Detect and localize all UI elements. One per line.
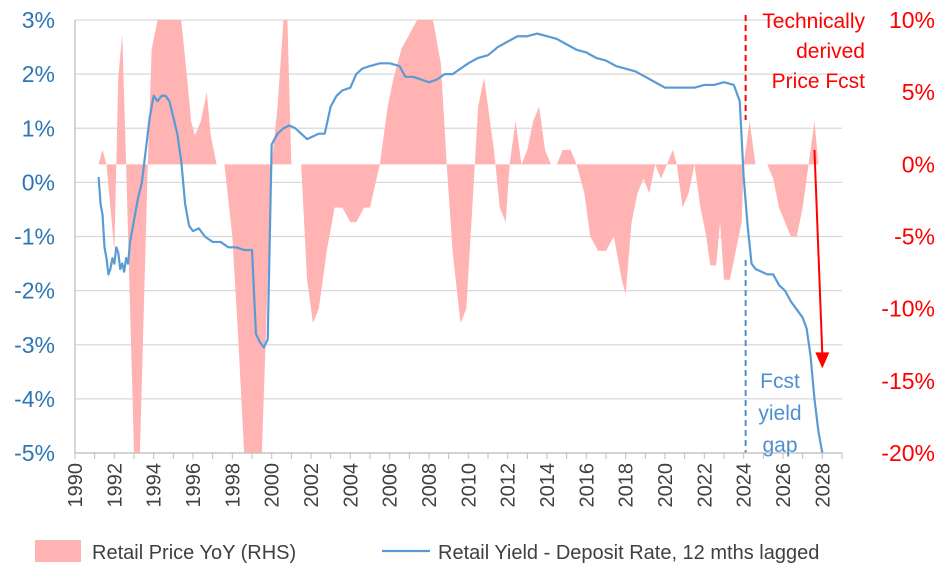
x-tick-label: 2006 [380,463,402,508]
forecast-arrow-shaft [813,149,824,355]
x-tick-label: 2024 [734,463,756,508]
y-left-tick-label: -5% [14,440,55,466]
x-tick-label: 2016 [576,463,598,508]
y-right-tick-label: -10% [881,296,935,322]
legend-label-line: Retail Yield - Deposit Rate, 12 mths lag… [438,542,819,564]
x-tick-label: 2020 [655,463,677,508]
x-tick-label: 1996 [183,463,205,508]
annotations: Technically derived Price Fcst Fcst yield gap [758,10,865,457]
y-left-tick-label: -2% [14,278,55,304]
x-tick-label: 1994 [144,463,166,508]
retail-yield-line [97,32,824,454]
x-tick-label: 2012 [498,463,520,508]
retail-price-area-series [98,20,819,453]
yield-gap-annotation: yield [758,402,801,425]
retail-yield-line-series [97,32,824,454]
y-right-tick-label: 5% [902,79,935,105]
x-tick-label: 2026 [773,463,795,508]
forecast-markers [744,15,830,453]
y-left-tick-label: -4% [14,386,55,412]
yield-gap-annotation: Fcst [760,370,800,393]
y-left-tick-label: 0% [22,169,55,195]
yield-gap-annotation: gap [762,434,797,457]
forecast-arrow-head [815,352,830,369]
y-right-tick-label: -20% [881,440,935,466]
y-left-tick-label: -1% [14,224,55,250]
axes: 3% 2% 1% 0% -1% -2% -3% -4% -5% 10% 5% 0% -5% -10% -15… [14,7,935,508]
price-forecast-annotation: Price Fcst [772,70,866,93]
x-tick-label: 2002 [301,463,323,508]
x-tick-label: 1998 [222,463,244,508]
y-right-tick-label: -15% [881,368,935,394]
x-tick-label: 2028 [812,463,834,508]
y-left-tick-label: -3% [14,332,55,358]
legend-swatch-area [35,540,81,562]
y-left-tick-label: 3% [22,7,55,33]
x-tick-label: 2010 [458,463,480,508]
y-right-tick-label: 10% [889,7,935,33]
x-tick-label: 2018 [616,463,638,508]
y-right-tick-label: -5% [894,224,935,250]
price-forecast-annotation: derived [796,40,865,63]
x-tick-label: 1992 [104,463,126,508]
y-left-tick-label: 2% [22,61,55,87]
y-right-tick-label: 0% [902,151,935,177]
x-tick-label: 2004 [340,463,362,508]
legend: Retail Price YoY (RHS) Retail Yield - Dep… [35,540,819,564]
x-tick-label: 2022 [694,463,716,508]
x-tick-label: 1990 [65,463,87,508]
legend-label-area: Retail Price YoY (RHS) [92,542,296,564]
retail-price-area [98,20,819,453]
x-tick-label: 2014 [537,463,559,508]
x-tick-label: 2000 [262,463,284,508]
price-forecast-annotation: Technically [762,10,865,33]
y-left-tick-label: 1% [22,115,55,141]
x-tick-label: 2008 [419,463,441,508]
